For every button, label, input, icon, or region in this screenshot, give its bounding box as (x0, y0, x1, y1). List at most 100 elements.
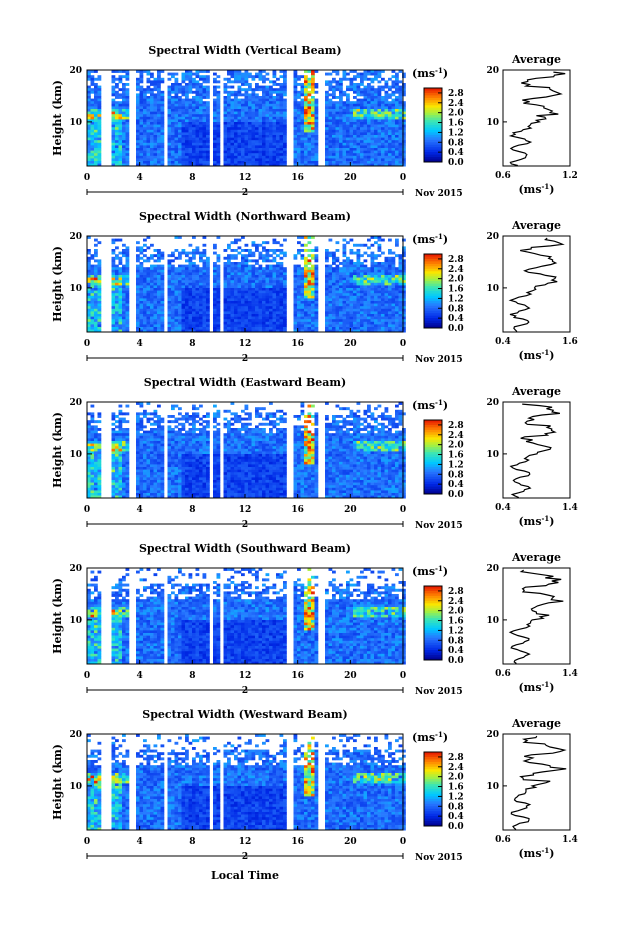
average-profile-line (508, 569, 564, 664)
avg-y-tick-label: 10 (486, 450, 499, 460)
colorbar-segment (424, 764, 442, 768)
y-tick-label: 10 (69, 450, 82, 460)
colorbar-segment (424, 420, 442, 423)
colorbar-segment (424, 291, 442, 294)
colorbar-segment (424, 652, 442, 656)
colorbar-segment (424, 630, 442, 634)
average-frame (502, 235, 571, 333)
colorbar-segment (424, 305, 442, 309)
colorbar-segment (424, 657, 442, 661)
colorbar-segment (424, 813, 442, 817)
colorbar-segment (424, 789, 442, 792)
colorbar-segment (424, 427, 442, 431)
colorbar-segment (424, 112, 442, 116)
colorbar-tick-label: 1.6 (448, 119, 464, 129)
colorbar-tick-label: 2.8 (448, 587, 464, 597)
colorbar-segment (424, 313, 442, 317)
colorbar-segment (424, 650, 442, 654)
panel-3: Spectral Width (Eastward Beam)2010Height… (51, 376, 578, 531)
avg-y-tick-label: 20 (486, 232, 499, 242)
average-profile-line (508, 237, 565, 332)
colorbar-segment (424, 615, 442, 619)
x-tick-label: 0 (400, 671, 406, 681)
colorbar-segment (424, 486, 442, 490)
x-tick-label: 20 (344, 671, 357, 681)
x-tick-label: 8 (189, 339, 195, 349)
panel-title: Spectral Width (Northward Beam) (139, 210, 351, 223)
colorbar-segment (424, 90, 442, 94)
avg-x-label: (ms-1) (518, 348, 554, 362)
colorbar-segment (424, 793, 442, 797)
avg-x-tick-label: 1.4 (562, 835, 578, 845)
colorbar-segment (424, 129, 442, 133)
colorbar-segment (424, 144, 442, 148)
x-tick-label: 12 (239, 339, 252, 349)
colorbar-segment (424, 308, 442, 312)
colorbar-segment (424, 471, 442, 475)
colorbar-segment (424, 613, 442, 617)
avg-x-tick-label: 1.2 (562, 171, 578, 181)
y-tick-label: 10 (69, 782, 82, 792)
panel-4: Spectral Width (Southward Beam)2010Heigh… (51, 542, 578, 697)
panel-title: Spectral Width (Vertical Beam) (148, 44, 341, 57)
colorbar-segment (424, 152, 442, 156)
colorbar-segment (424, 286, 442, 290)
colorbar-tick-label: 2.4 (448, 597, 464, 607)
colorbar-frame (423, 751, 443, 827)
colorbar-tick-label: 1.2 (448, 128, 464, 138)
panel-title: Spectral Width (Southward Beam) (139, 542, 351, 555)
colorbar-tick-label: 1.6 (448, 451, 464, 461)
colorbar-segment (424, 295, 442, 299)
colorbar-segment (424, 466, 442, 470)
colorbar-tick-label: 2.0 (448, 109, 464, 119)
colorbar-segment (424, 461, 442, 465)
colorbar-segment (424, 449, 442, 453)
colorbar-segment (424, 459, 442, 463)
colorbar-tick-label: 2.4 (448, 763, 464, 773)
colorbar-segment (424, 283, 442, 287)
x-tick-label: 12 (239, 837, 252, 847)
colorbar-segment (424, 457, 442, 460)
colorbar-segment (424, 278, 442, 282)
day-marker-label: 2 (242, 520, 248, 530)
avg-x-tick-label: 0.6 (495, 835, 511, 845)
avg-x-tick-label: 0.6 (495, 171, 511, 181)
y-tick-label: 20 (69, 564, 82, 574)
average-title: Average (511, 385, 561, 398)
colorbar-segment (424, 590, 442, 594)
colorbar-tick-label: 2.0 (448, 773, 464, 783)
colorbar-segment (424, 600, 442, 604)
colorbar-segment (424, 300, 442, 304)
avg-y-tick-label: 10 (486, 284, 499, 294)
avg-x-tick-label: 1.4 (562, 503, 578, 513)
colorbar-segment (424, 635, 442, 639)
colorbar-segment (424, 325, 442, 329)
colorbar-segment (424, 469, 442, 473)
panel-title: Spectral Width (Eastward Beam) (144, 376, 346, 389)
colorbar-segment (424, 481, 442, 485)
colorbar-segment (424, 310, 442, 314)
colorbar-tick-label: 1.6 (448, 285, 464, 295)
colorbar-segment (424, 154, 442, 158)
colorbar-unit: (ms-1) (412, 66, 448, 80)
heatmap-cells (87, 402, 406, 499)
colorbar-segment (424, 593, 442, 597)
colorbar-segment (424, 125, 442, 128)
colorbar-segment (424, 271, 442, 275)
colorbar-tick-label: 2.8 (448, 421, 464, 431)
colorbar-segment (424, 586, 442, 589)
panel-1: Spectral Width (Vertical Beam)2010Height… (51, 44, 578, 199)
colorbar-tick-label: 2.8 (448, 89, 464, 99)
y-tick-label: 10 (69, 118, 82, 128)
colorbar-segment (424, 752, 442, 755)
average-title: Average (511, 53, 561, 66)
colorbar-tick-label: 0.0 (448, 822, 464, 832)
colorbar-segment (424, 823, 442, 827)
colorbar-segment (424, 801, 442, 805)
x-tick-label: 4 (137, 505, 143, 515)
colorbar-segment (424, 627, 442, 631)
panel-title: Spectral Width (Westward Beam) (142, 708, 347, 721)
colorbar-segment (424, 117, 442, 121)
avg-x-label: (ms-1) (518, 680, 554, 694)
